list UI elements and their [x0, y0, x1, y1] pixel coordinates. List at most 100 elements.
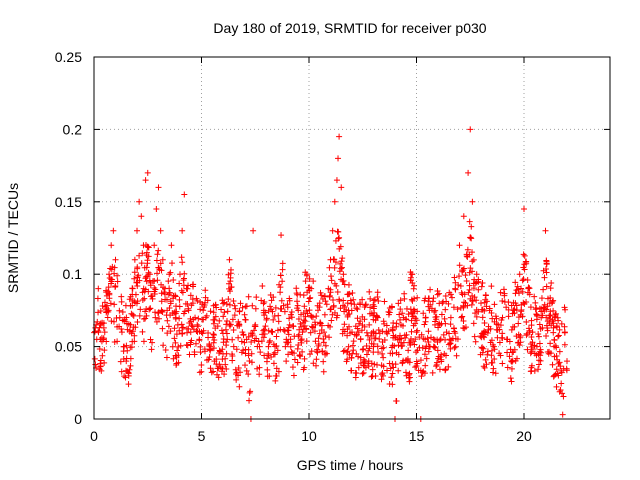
data-point: [469, 297, 476, 304]
data-point: [473, 271, 480, 278]
data-point: [298, 323, 305, 330]
data-point: [479, 344, 486, 351]
data-point: [294, 291, 301, 298]
data-point: [482, 292, 489, 299]
data-point: [121, 316, 128, 323]
data-point: [550, 307, 557, 314]
data-point: [347, 330, 354, 337]
data-point: [193, 295, 200, 302]
data-point: [449, 294, 456, 301]
data-point: [211, 316, 218, 323]
data-point: [357, 335, 364, 342]
data-point: [498, 316, 505, 323]
data-point: [217, 364, 224, 371]
data-point: [447, 340, 454, 347]
data-point: [300, 292, 307, 299]
data-point: [326, 264, 333, 271]
data-point: [129, 285, 136, 292]
data-point: [130, 324, 137, 331]
data-point: [108, 266, 115, 273]
data-point: [355, 353, 362, 360]
data-point: [443, 352, 450, 359]
data-point: [249, 331, 256, 338]
data-point: [210, 339, 217, 346]
data-point: [446, 336, 453, 343]
data-point: [295, 341, 302, 348]
data-point: [401, 295, 408, 302]
data-point: [313, 356, 320, 363]
data-point: [240, 332, 247, 339]
data-point: [501, 292, 508, 299]
data-point: [218, 327, 225, 334]
data-point: [234, 322, 241, 329]
data-point: [245, 371, 252, 378]
data-point: [337, 260, 344, 267]
data-point: [440, 298, 447, 305]
data-point: [242, 303, 249, 310]
data-point: [213, 356, 220, 363]
data-point: [272, 304, 279, 311]
data-point: [395, 300, 402, 307]
data-point: [536, 321, 543, 328]
data-point: [489, 369, 496, 376]
data-point: [436, 366, 443, 373]
data-point: [127, 362, 134, 369]
data-point: [477, 351, 484, 358]
data-point: [503, 304, 510, 311]
data-point: [210, 309, 217, 316]
data-point: [229, 357, 236, 364]
data-point: [335, 228, 342, 235]
data-point: [505, 306, 512, 313]
data-point: [452, 279, 459, 286]
data-point: [155, 184, 162, 191]
data-point: [197, 306, 204, 313]
data-point: [129, 291, 136, 298]
data-point: [111, 270, 118, 277]
data-point: [210, 345, 217, 352]
data-point: [468, 301, 475, 308]
data-point: [345, 323, 352, 330]
data-point: [326, 334, 333, 341]
data-point: [523, 332, 530, 339]
data-point: [139, 250, 146, 257]
data-point: [471, 333, 478, 340]
data-point: [362, 301, 369, 308]
data-point: [241, 311, 248, 318]
data-point: [463, 278, 470, 285]
data-point: [555, 332, 562, 339]
x-tick-label: 15: [409, 428, 425, 444]
data-point: [414, 347, 421, 354]
data-point: [106, 291, 113, 298]
data-point: [406, 359, 413, 366]
plot-frame: [93, 56, 611, 420]
data-point: [333, 177, 340, 184]
data-point: [213, 361, 220, 368]
data-point: [363, 329, 370, 336]
data-point: [383, 322, 390, 329]
data-point: [473, 306, 480, 313]
data-point: [375, 349, 382, 356]
data-point: [118, 298, 125, 305]
data-point: [147, 305, 154, 312]
data-point: [313, 348, 320, 355]
data-point: [139, 297, 146, 304]
data-point: [245, 352, 252, 359]
x-tick-label: 0: [90, 428, 98, 444]
data-point: [410, 337, 417, 344]
data-point: [386, 305, 393, 312]
data-point: [344, 348, 351, 355]
data-point: [144, 257, 151, 264]
x-tick-label: 10: [301, 428, 317, 444]
data-point: [222, 361, 229, 368]
data-point: [307, 312, 314, 319]
data-point: [167, 328, 174, 335]
data-point: [148, 293, 155, 300]
data-point: [214, 323, 221, 330]
data-point: [481, 364, 488, 371]
data-point: [442, 293, 449, 300]
data-point: [195, 315, 202, 322]
data-point: [154, 277, 161, 284]
data-point: [241, 339, 248, 346]
data-point: [218, 306, 225, 313]
data-point: [405, 347, 412, 354]
